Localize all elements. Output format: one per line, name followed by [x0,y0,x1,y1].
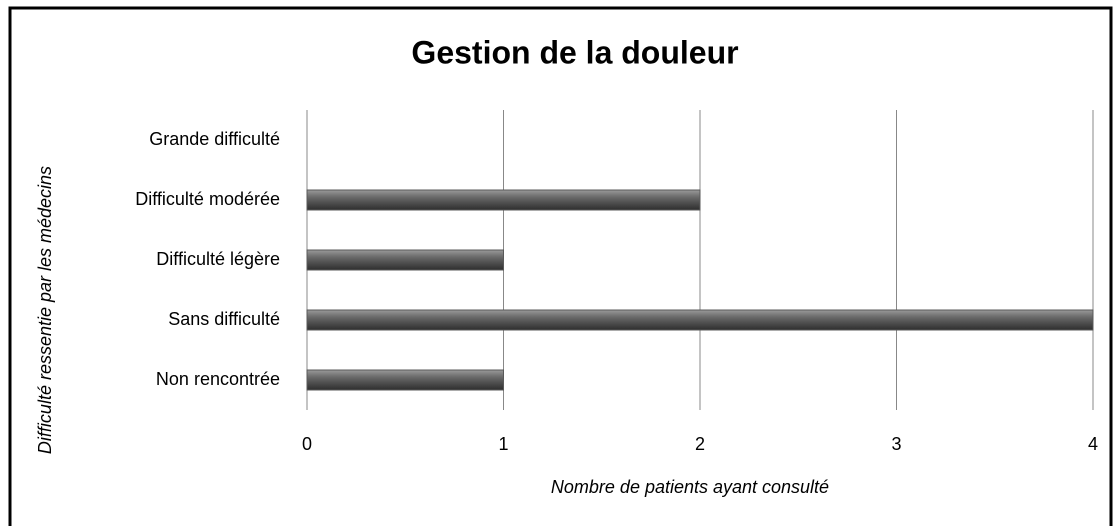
bar [306,369,504,391]
y-tick-label: Grande difficulté [149,129,280,149]
y-tick-label: Non rencontrée [156,369,280,389]
x-tick-label: 1 [498,434,508,454]
x-tick-label: 2 [695,434,705,454]
chart-border [8,6,1113,526]
bar [306,189,701,211]
x-axis-title: Nombre de patients ayant consulté [551,477,829,497]
bar [306,309,1094,331]
x-tick-label: 3 [891,434,901,454]
x-tick-label: 0 [302,434,312,454]
chart-title: Gestion de la douleur [411,34,738,70]
y-tick-label: Difficulté modérée [135,189,280,209]
x-tick-label: 4 [1088,434,1098,454]
y-axis-title: Difficulté ressentie par les médecins [35,166,55,454]
y-tick-label: Difficulté légère [156,249,280,269]
bar [306,249,504,271]
y-tick-label: Sans difficulté [168,309,280,329]
